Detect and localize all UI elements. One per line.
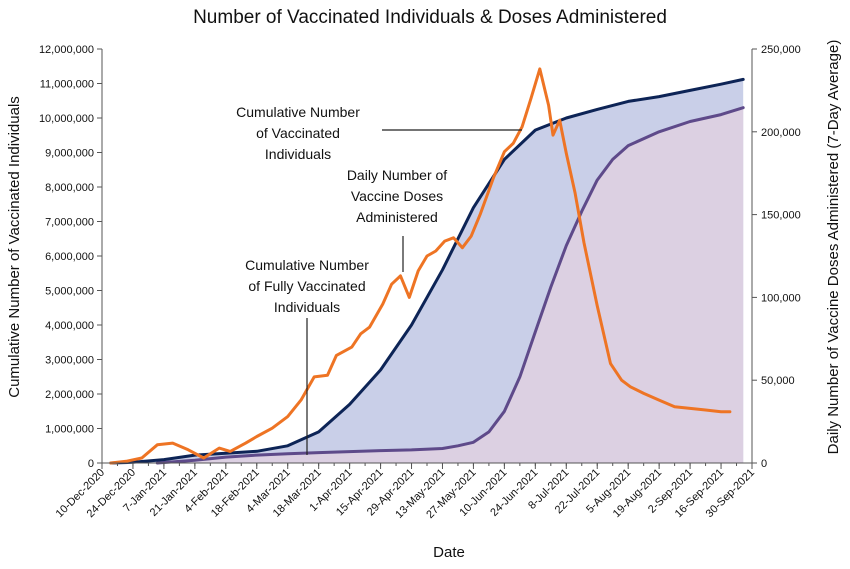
y-tick-label: 7,000,000 <box>45 217 94 229</box>
annotation-label-line: Cumulative Number <box>245 257 369 273</box>
y2-axis-title: Daily Number of Vaccine Doses Administer… <box>825 40 842 455</box>
annotation-label-line: Vaccine Doses <box>351 188 443 204</box>
fully-vaccinated-line <box>155 106 745 465</box>
y-tick-label: 5,000,000 <box>45 286 94 298</box>
annotation-label-line: Individuals <box>274 299 340 315</box>
fully-vaccinated-area <box>157 107 744 463</box>
y2-tick-label: 50,000 <box>761 375 795 387</box>
y-tick-label: 2,000,000 <box>45 389 94 401</box>
annotation-label-line: of Vaccinated <box>256 125 340 141</box>
chart-title: Number of Vaccinated Individuals & Doses… <box>193 7 667 28</box>
area-fills-layer <box>110 79 744 464</box>
y-tick-label: 9,000,000 <box>45 148 94 160</box>
annotations-layer: Cumulative Number of Vaccinated Individual… <box>236 104 522 455</box>
y-tick-label: 1,000,000 <box>45 424 94 436</box>
y-tick-label: 8,000,000 <box>45 182 94 194</box>
y2-tick-label: 150,000 <box>761 210 801 222</box>
y-tick-label: 6,000,000 <box>45 251 94 263</box>
y2-tick-label: 250,000 <box>761 44 801 56</box>
series-lines-layer <box>109 67 745 465</box>
annotation-label-line: Administered <box>356 209 438 225</box>
y2-tick-label: 0 <box>761 458 767 470</box>
annotation-label-line: Daily Number of <box>347 167 447 183</box>
daily-doses-line <box>109 67 732 465</box>
y-tick-label: 10,000,000 <box>39 113 94 125</box>
annotation-label-line: Cumulative Number <box>236 104 360 120</box>
y2-tick-label: 100,000 <box>761 292 801 304</box>
y-tick-label: 11,000,000 <box>40 79 94 91</box>
x-axis-title: Date <box>433 544 465 561</box>
y-tick-label: 12,000,000 <box>39 44 94 56</box>
y-tick-label: 0 <box>88 458 94 470</box>
annotation-label-line: Individuals <box>265 146 331 162</box>
y2-tick-label: 200,000 <box>761 127 801 139</box>
y-tick-label: 3,000,000 <box>45 355 94 367</box>
y-axis-title: Cumulative Number of Vaccinated Individu… <box>6 96 23 398</box>
y-tick-label: 4,000,000 <box>45 320 94 332</box>
annotation-label-line: of Fully Vaccinated <box>248 278 365 294</box>
